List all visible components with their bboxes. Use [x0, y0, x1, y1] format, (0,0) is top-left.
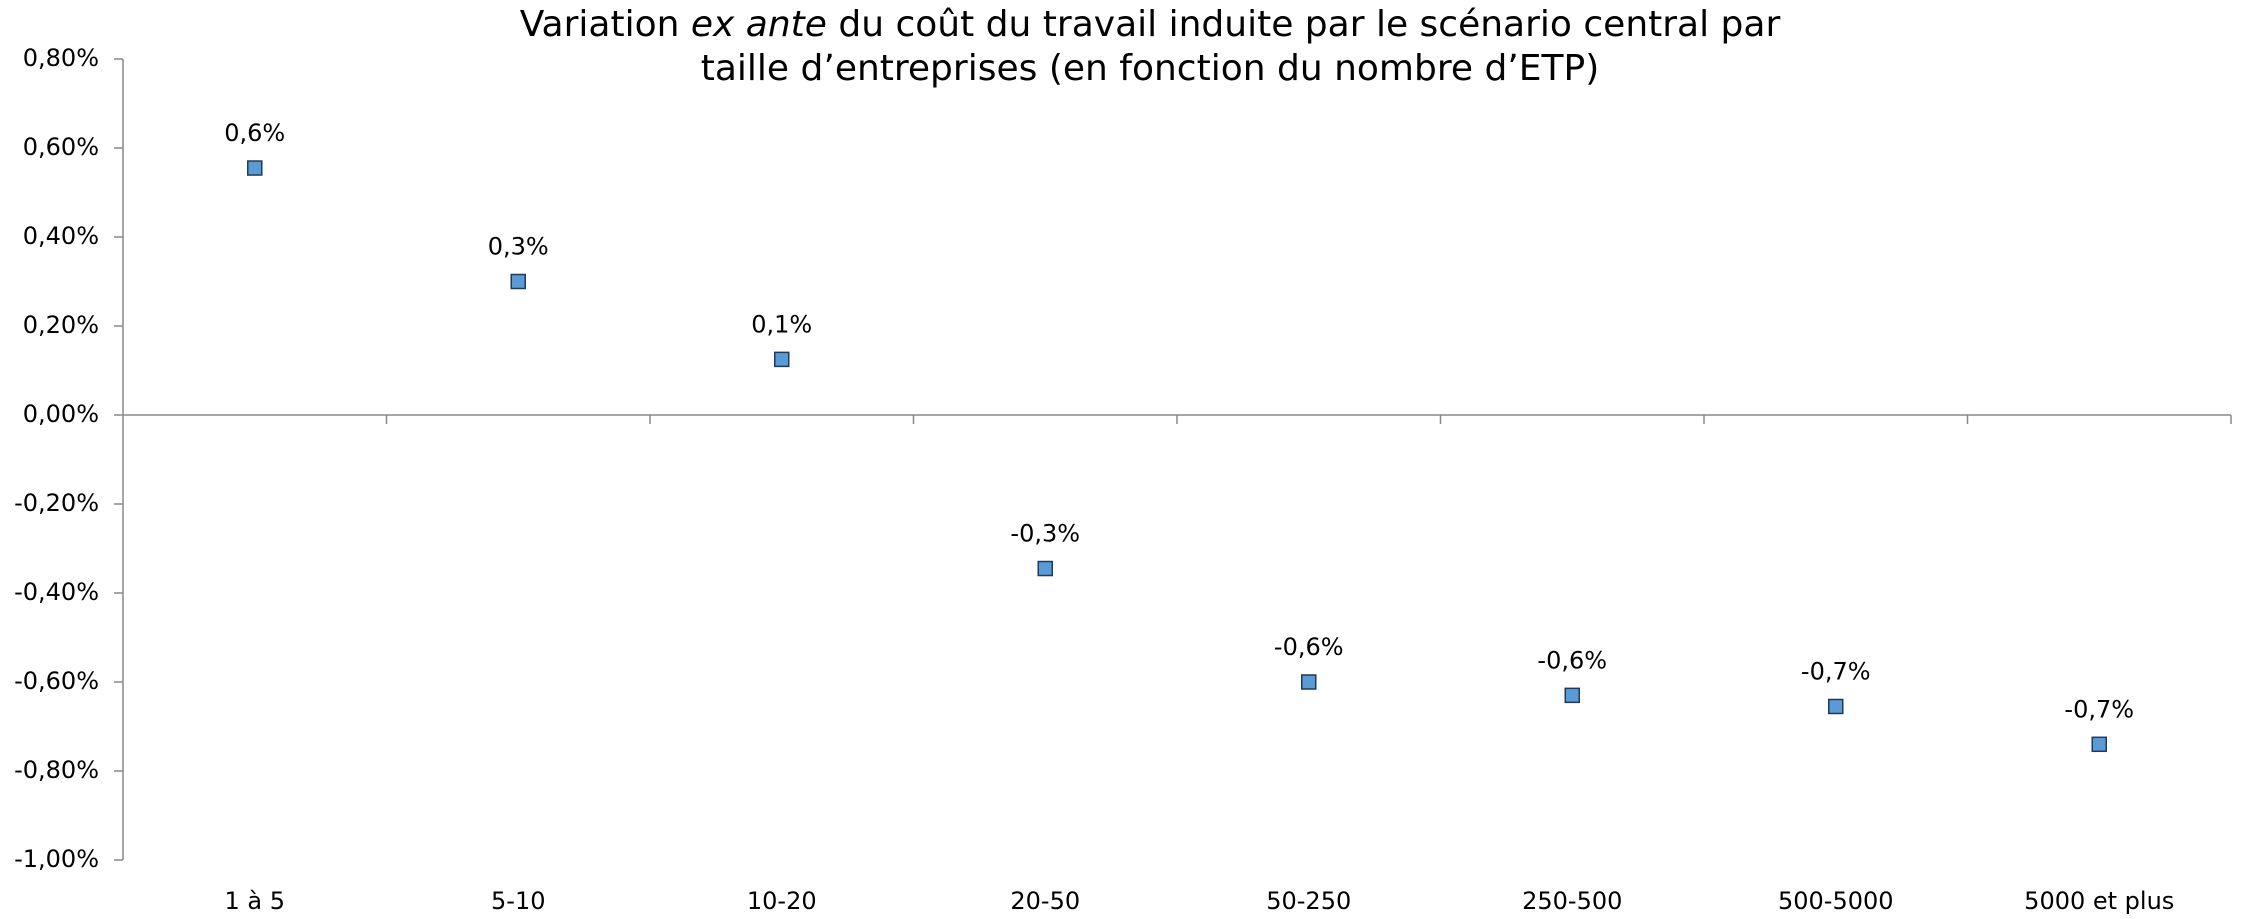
- chart-title: taille d’entreprises (en fonction du nom…: [701, 48, 1600, 89]
- data-label: -0,7%: [2064, 695, 2134, 723]
- marker: [510, 273, 526, 290]
- marker: [1037, 560, 1053, 577]
- data-label: 0,1%: [751, 310, 812, 338]
- marker: [774, 351, 790, 368]
- y-tick-label: 0,20%: [23, 311, 99, 339]
- y-tick-label: -1,00%: [14, 845, 99, 873]
- marker: [2091, 736, 2107, 753]
- x-tick-label: 500-5000: [1778, 887, 1894, 915]
- x-tick-label: 1 à 5: [224, 887, 285, 915]
- y-tick-label: -0,40%: [14, 578, 99, 606]
- title-part: Variation: [520, 4, 691, 45]
- title-part: ex ante: [691, 4, 827, 45]
- y-tick-label: 0,00%: [23, 400, 99, 428]
- x-tick-label: 20-50: [1010, 887, 1080, 915]
- x-tick-label: 5-10: [491, 887, 545, 915]
- y-tick-label: -0,20%: [14, 489, 99, 517]
- x-tick-label: 10-20: [747, 887, 817, 915]
- marker: [1828, 698, 1844, 715]
- y-tick-label: 0,80%: [23, 44, 99, 72]
- y-tick-label: 0,40%: [23, 222, 99, 250]
- chart-title: Variation ex ante du coût du travail ind…: [520, 4, 1781, 45]
- data-label: -0,6%: [1274, 633, 1344, 661]
- marker: [1301, 674, 1317, 690]
- data-label: -0,3%: [1010, 520, 1080, 548]
- x-tick-label: 250-500: [1522, 887, 1622, 915]
- y-tick-label: 0,60%: [23, 133, 99, 161]
- data-label: -0,6%: [1537, 646, 1607, 674]
- x-tick-label: 50-250: [1266, 887, 1351, 915]
- marker: [1564, 687, 1580, 704]
- marker: [247, 160, 263, 176]
- data-label: -0,7%: [1801, 657, 1871, 685]
- title-part: du coût du travail induite par le scénar…: [827, 4, 1781, 45]
- y-tick-label: -0,60%: [14, 667, 99, 695]
- data-label: 0,3%: [488, 233, 549, 261]
- data-label: 0,6%: [224, 119, 285, 147]
- y-tick-label: -0,80%: [14, 756, 99, 784]
- x-tick-label: 5000 et plus: [2024, 887, 2174, 915]
